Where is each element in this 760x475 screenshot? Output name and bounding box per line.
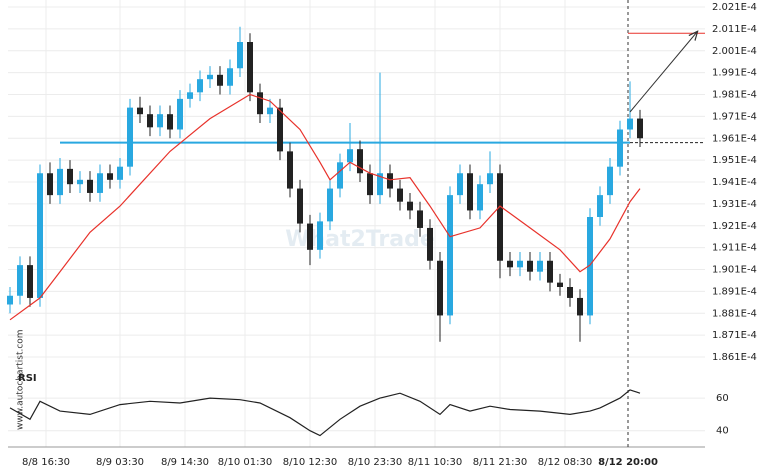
x-tick-label: 8/10 12:30 [283,457,337,468]
candle-body [517,260,523,268]
y-tick-label: 2.021E-4 [712,2,757,13]
candle-body [437,260,443,316]
candle-body [97,173,103,193]
candle-body [207,74,213,80]
rsi-label: RSI [18,373,37,384]
rsi-line [9,389,641,437]
candle-body [597,195,603,217]
candle-body [187,92,193,99]
y-tick-label: 1.941E-4 [712,177,757,188]
candle-body [297,188,303,224]
candle-body [77,179,83,185]
candle-body [617,129,623,167]
rsi-tick-label: 60 [716,393,729,404]
x-tick-label: 8/11 21:30 [473,457,527,468]
candle-body [117,166,123,180]
y-tick-label: 2.001E-4 [712,46,757,57]
y-tick-label: 1.911E-4 [712,243,757,254]
candle-body [637,118,643,139]
candle-body [397,188,403,202]
x-tick-label: 8/10 01:30 [218,457,272,468]
candle-body [257,92,263,115]
candle-body [537,260,543,272]
candle-body [567,287,573,298]
candle-body [57,168,63,196]
candle-body [527,260,533,272]
candle-body [367,173,373,196]
candle-body [457,173,463,196]
y-tick-label: 1.881E-4 [712,308,757,319]
candle-body [37,173,43,298]
y-tick-label: 1.951E-4 [712,155,757,166]
candle-body [137,107,143,115]
candle-body [477,184,483,211]
x-tick-label: 8/10 23:30 [348,457,402,468]
y-tick-label: 1.981E-4 [712,90,757,101]
candle-body [417,210,423,228]
candle-body [27,265,33,298]
projection-arrow [629,32,697,113]
candle-body [157,114,163,128]
x-tick-label: 8/9 14:30 [161,457,209,468]
candle-body [217,74,223,86]
moving-average [9,93,641,321]
candle-body [347,149,353,163]
y-tick-label: 1.901E-4 [712,265,757,276]
candle-body [577,297,583,316]
y-tick-label: 1.971E-4 [712,111,757,122]
candle-body [467,173,473,211]
candle-body [547,260,553,283]
y-tick-label: 1.961E-4 [712,133,757,144]
candle-body [337,162,343,189]
x-tick-label: 8/12 20:00 [598,457,658,468]
candle-body [17,265,23,296]
x-tick-label: 8/8 16:30 [22,457,70,468]
candle-body [237,42,243,69]
rsi-tick-label: 40 [716,426,729,437]
candle-body [487,173,493,185]
candle-body [387,173,393,189]
candle-body [407,201,413,211]
x-tick-label: 8/11 10:30 [408,457,462,468]
candle-body [167,114,173,130]
candle-body [627,118,633,130]
candle-body [87,179,93,193]
candle-body [267,107,273,115]
candle-body [307,223,313,250]
candle-body [67,168,73,185]
candle-body [107,173,113,180]
candle-body [447,195,453,316]
y-tick-label: 1.991E-4 [712,68,757,79]
candle-body [7,295,13,305]
x-tick-label: 8/12 08:30 [538,457,592,468]
candle-body [427,227,433,261]
y-tick-label: 1.931E-4 [712,199,757,210]
candle-body [587,217,593,316]
source-label: www.autochartist.com [16,329,26,430]
candle-body [357,149,363,174]
candle-body [287,151,293,189]
candle-body [327,188,333,222]
y-tick-label: 1.871E-4 [712,330,757,341]
candle-body [197,79,203,93]
candle-body [177,98,183,130]
y-tick-label: 1.891E-4 [712,286,757,297]
candle-body [507,260,513,268]
candle-body [127,107,133,167]
candle-body [147,114,153,128]
candle-body [497,173,503,261]
candle-body [317,221,323,250]
y-tick-label: 1.921E-4 [712,221,757,232]
candle-body [277,107,283,152]
candle-body [47,173,53,196]
candle-body [557,282,563,287]
y-tick-label: 1.861E-4 [712,352,757,363]
candle-body [377,173,383,196]
candle-body [227,68,233,86]
x-tick-label: 8/9 03:30 [96,457,144,468]
y-tick-label: 2.011E-4 [712,24,757,35]
candle-body [247,42,253,93]
candle-body [607,166,613,196]
